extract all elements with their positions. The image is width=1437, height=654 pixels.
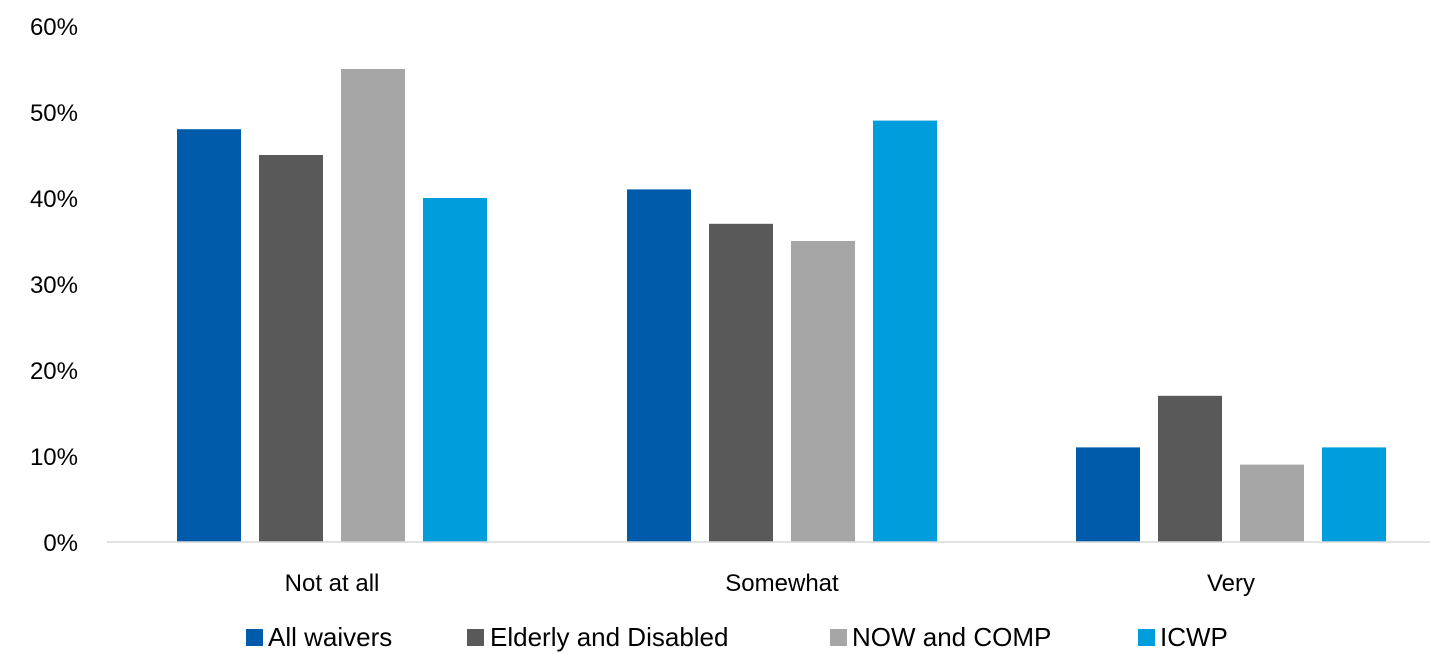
y-tick-label: 50% bbox=[30, 100, 78, 127]
bar-now-and-comp-not-at-all bbox=[341, 69, 405, 542]
legend-item-elderly-and-disabled: Elderly and Disabled bbox=[467, 622, 728, 652]
y-tick-label: 30% bbox=[30, 272, 78, 299]
bar-icwp-somewhat bbox=[873, 120, 937, 542]
x-axis: Not at all Somewhat Very bbox=[285, 570, 1255, 597]
bar-elderly-and-disabled-somewhat bbox=[709, 223, 773, 543]
y-axis: 0% 10% 20% 30% 40% 50% 60% bbox=[30, 14, 78, 557]
legend-item-icwp: ICWP bbox=[1138, 622, 1228, 652]
x-tick-label: Not at all bbox=[285, 570, 380, 597]
bar-now-and-comp-very bbox=[1240, 464, 1304, 542]
bar-now-and-comp-somewhat bbox=[791, 241, 855, 542]
legend-item-all-waivers: All waivers bbox=[246, 622, 392, 652]
bar-elderly-and-disabled-not-at-all bbox=[259, 155, 323, 542]
legend-label: Elderly and Disabled bbox=[490, 622, 728, 652]
legend: All waivers Elderly and Disabled NOW and C… bbox=[246, 622, 1228, 652]
legend-item-now-and-comp: NOW and COMP bbox=[830, 622, 1051, 652]
legend-swatch bbox=[467, 629, 484, 646]
y-tick-label: 20% bbox=[30, 358, 78, 385]
legend-swatch bbox=[830, 629, 847, 646]
y-tick-label: 0% bbox=[43, 530, 78, 557]
y-tick-label: 60% bbox=[30, 14, 78, 41]
y-tick-label: 10% bbox=[30, 444, 78, 471]
bar-icwp-not-at-all bbox=[423, 198, 487, 542]
legend-swatch bbox=[246, 629, 263, 646]
legend-swatch bbox=[1138, 629, 1155, 646]
bar-all-waivers-very bbox=[1076, 447, 1140, 542]
bar-all-waivers-not-at-all bbox=[177, 129, 241, 542]
x-tick-label: Very bbox=[1207, 570, 1255, 597]
y-tick-label: 40% bbox=[30, 186, 78, 213]
legend-label: NOW and COMP bbox=[852, 622, 1051, 652]
bars bbox=[177, 69, 1386, 543]
bar-elderly-and-disabled-very bbox=[1158, 395, 1222, 542]
legend-label: ICWP bbox=[1160, 622, 1228, 652]
bar-all-waivers-somewhat bbox=[627, 189, 691, 542]
x-tick-label: Somewhat bbox=[725, 570, 839, 597]
legend-label: All waivers bbox=[268, 622, 392, 652]
bar-icwp-very bbox=[1322, 447, 1386, 542]
